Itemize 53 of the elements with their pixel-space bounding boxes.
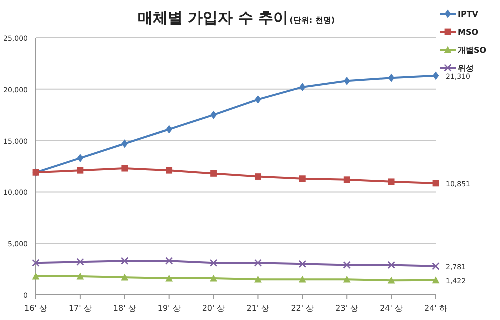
legend-label: 위성 [458, 64, 474, 73]
point [432, 72, 440, 80]
point [344, 176, 350, 184]
point [166, 167, 173, 174]
point [210, 170, 217, 177]
point [388, 276, 396, 284]
point [166, 274, 174, 282]
point [77, 167, 84, 174]
point [210, 110, 217, 120]
point [121, 274, 129, 281]
point [121, 257, 129, 265]
x-tick-label: 22' 상 [291, 304, 314, 313]
point [254, 276, 262, 283]
legend-label: 개별SO [458, 46, 487, 55]
point [76, 258, 84, 266]
point [432, 276, 440, 284]
x-tick-label: 19' 상 [158, 304, 181, 313]
point [298, 276, 306, 283]
point [32, 259, 40, 267]
point [343, 261, 351, 270]
point [210, 274, 218, 282]
x-tick-label: 24' 상 [380, 304, 404, 313]
point [122, 165, 128, 172]
point [298, 260, 307, 268]
point [165, 257, 174, 265]
point [122, 140, 128, 148]
chart-title: 매체별 가입자 수 추이 [138, 9, 289, 27]
x-tick-label: 23' 상 [336, 304, 359, 313]
point [254, 259, 262, 267]
point [255, 174, 262, 180]
point [432, 262, 440, 270]
x-tick-label: 20' 상 [202, 304, 226, 313]
point [255, 95, 262, 104]
x-tick-label: 21' 상 [246, 304, 270, 313]
point [344, 76, 350, 86]
point [166, 125, 173, 134]
legend-label: IPTV [458, 10, 480, 19]
point [388, 261, 396, 270]
x-tick-label: 17' 상 [68, 304, 92, 313]
point [299, 176, 306, 182]
point [77, 154, 84, 162]
legend-label: MSO [458, 28, 479, 37]
point [343, 276, 351, 283]
x-tick-label: 16' 상 [24, 304, 48, 313]
point [388, 178, 395, 186]
point [210, 259, 218, 267]
point [299, 83, 306, 92]
x-tick-label: 18' 상 [113, 304, 136, 313]
chart-subtitle: (단위: 천명) [290, 16, 335, 25]
point [388, 74, 395, 82]
x-tick-label: 24' 하 [424, 304, 448, 313]
point [76, 272, 84, 280]
point [32, 272, 40, 280]
